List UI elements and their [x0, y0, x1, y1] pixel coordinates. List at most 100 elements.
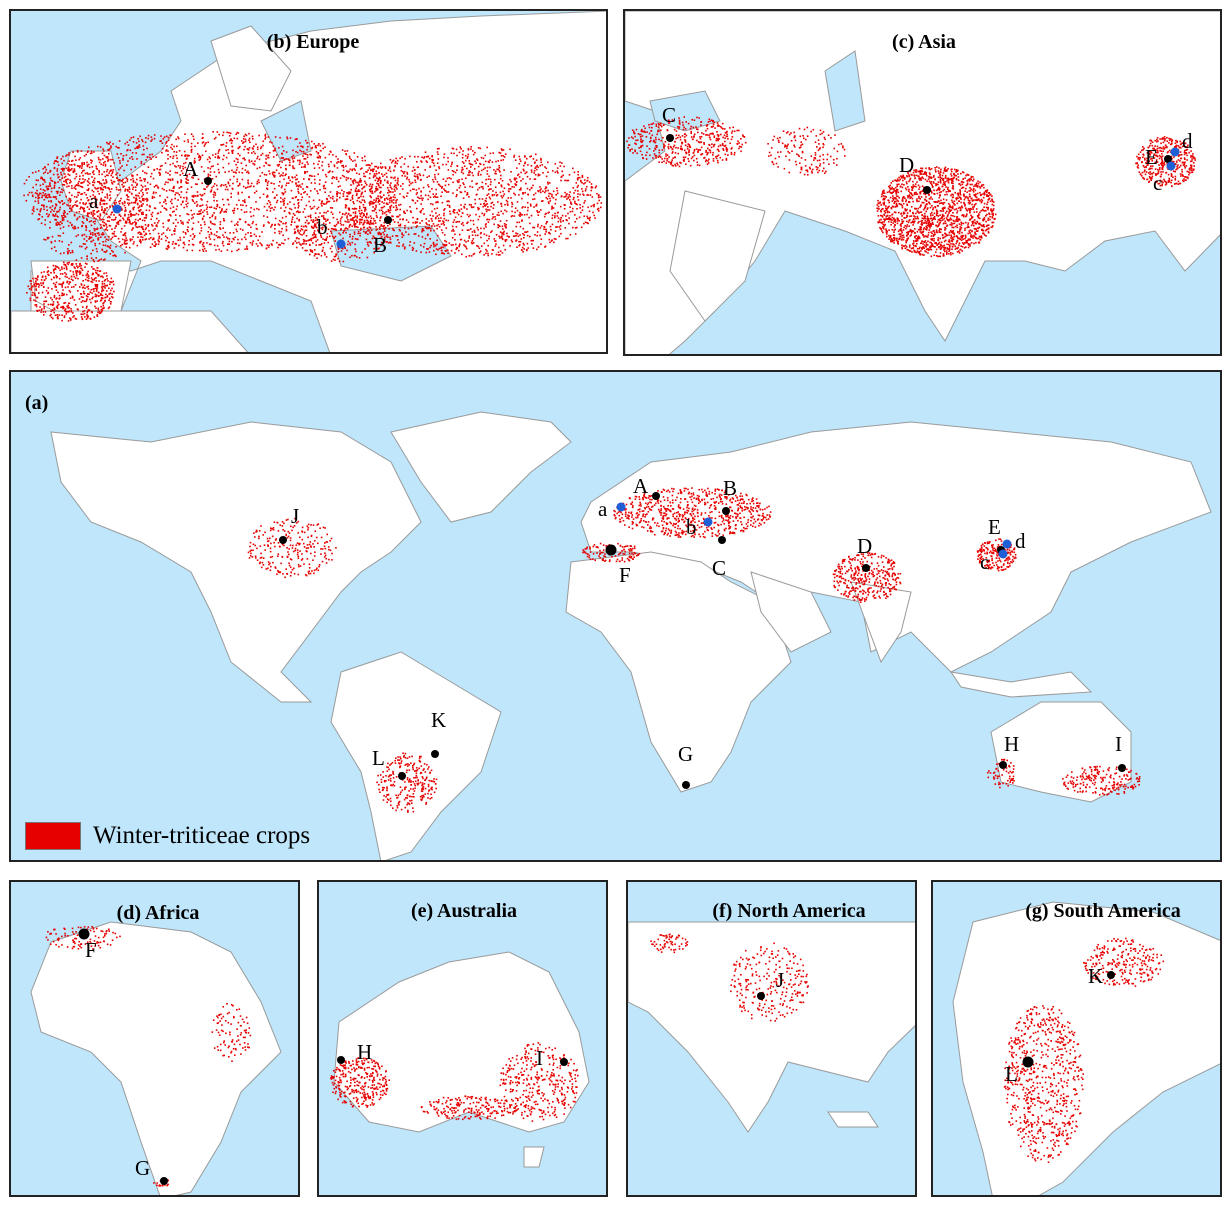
crop-pixel: [122, 217, 124, 219]
crop-pixel: [548, 211, 550, 214]
crop-pixel: [347, 240, 350, 243]
crop-pixel: [495, 243, 497, 245]
crop-pixel: [566, 198, 568, 200]
crop-pixel: [149, 246, 152, 249]
crop-pixel: [373, 175, 375, 177]
crop-pixel: [366, 212, 368, 215]
crop-pixel: [589, 194, 592, 196]
crop-pixel: [153, 222, 156, 224]
crop-pixel: [110, 277, 113, 280]
crop-pixel: [365, 215, 367, 218]
crop-pixel: [568, 194, 570, 196]
crop-pixel: [54, 240, 56, 242]
crop-pixel: [318, 232, 321, 234]
crop-pixel: [292, 154, 295, 157]
crop-pixel: [95, 257, 97, 259]
crop-pixel: [519, 225, 522, 228]
crop-pixel: [73, 266, 76, 268]
crop-pixel: [222, 234, 224, 236]
crop-pixel: [437, 249, 439, 251]
crop-pixel: [272, 173, 274, 176]
crop-pixel: [435, 196, 437, 198]
crop-pixel: [231, 152, 234, 154]
crop-pixel: [87, 293, 89, 295]
crop-pixel: [55, 274, 57, 277]
crop-pixel: [181, 201, 184, 204]
crop-pixel: [421, 230, 423, 233]
crop-pixel: [99, 312, 102, 314]
crop-pixel: [360, 195, 362, 198]
crop-pixel: [236, 180, 238, 183]
crop-layer-asia: [626, 116, 1197, 258]
crop-pixel: [460, 238, 463, 241]
crop-pixel: [267, 136, 270, 138]
crop-pixel: [432, 193, 434, 195]
crop-pixel: [565, 194, 568, 196]
crop-pixel: [109, 225, 112, 227]
crop-pixel: [273, 149, 276, 151]
crop-pixel: [507, 190, 510, 192]
crop-pixel: [392, 196, 395, 198]
crop-pixel: [74, 304, 77, 306]
crop-pixel: [140, 160, 143, 163]
crop-pixel: [74, 317, 77, 320]
crop-pixel: [126, 178, 129, 180]
crop-pixel: [377, 167, 379, 170]
crop-pixel: [315, 240, 317, 243]
crop-pixel: [67, 320, 70, 322]
crop-pixel: [250, 160, 253, 162]
crop-pixel: [275, 169, 278, 171]
crop-pixel: [251, 152, 253, 154]
crop-pixel: [298, 205, 300, 207]
crop-pixel: [97, 275, 100, 277]
crop-pixel: [44, 166, 46, 168]
crop-pixel: [228, 184, 231, 187]
crop-pixel: [85, 307, 88, 309]
crop-pixel: [349, 199, 352, 202]
crop-pixel: [385, 197, 388, 199]
crop-pixel: [110, 169, 113, 172]
crop-pixel: [371, 190, 373, 193]
crop-pixel: [291, 221, 293, 223]
crop-pixel: [293, 167, 296, 170]
crop-pixel: [253, 145, 255, 147]
crop-pixel: [378, 171, 380, 174]
crop-pixel: [464, 186, 466, 188]
crop-pixel: [185, 181, 187, 183]
crop-pixel: [336, 191, 338, 193]
crop-pixel: [294, 207, 296, 209]
crop-pixel: [37, 275, 39, 277]
crop-pixel: [448, 204, 451, 207]
crop-pixel: [456, 189, 458, 191]
crop-pixel: [121, 183, 123, 186]
crop-pixel: [106, 174, 108, 176]
crop-pixel: [201, 204, 204, 206]
crop-pixel: [298, 219, 300, 222]
crop-pixel: [429, 165, 432, 168]
crop-pixel: [397, 184, 399, 186]
crop-pixel: [361, 188, 363, 190]
crop-pixel: [551, 223, 554, 226]
crop-pixel: [92, 181, 94, 183]
crop-pixel: [81, 224, 84, 227]
crop-pixel: [41, 308, 43, 310]
crop-pixel: [85, 299, 88, 301]
crop-pixel: [360, 221, 363, 224]
crop-pixel: [397, 159, 399, 162]
crop-pixel: [166, 248, 169, 250]
crop-pixel: [231, 250, 233, 253]
crop-pixel: [128, 188, 131, 190]
crop-pixel: [405, 231, 407, 233]
crop-pixel: [105, 238, 108, 240]
crop-pixel: [103, 272, 105, 275]
crop-pixel: [301, 228, 304, 231]
crop-pixel: [104, 208, 106, 210]
crop-pixel: [560, 195, 563, 198]
crop-pixel: [331, 177, 333, 180]
crop-pixel: [144, 228, 147, 231]
crop-pixel: [81, 167, 83, 169]
crop-pixel: [86, 214, 88, 217]
crop-pixel: [93, 222, 96, 225]
crop-pixel: [419, 179, 422, 181]
crop-pixel: [164, 183, 166, 186]
